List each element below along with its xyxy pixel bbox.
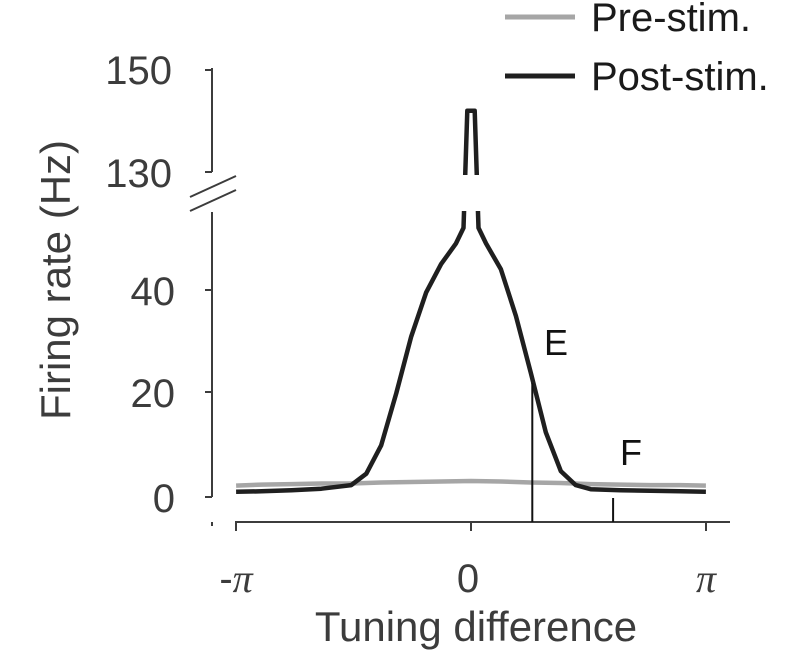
y-tick-label-40: 40 (131, 270, 176, 314)
series-line-pre-stim (236, 478, 706, 488)
y-axis-title: Firing rate (Hz) (32, 140, 79, 420)
x-tick-label-neg-pi: -π (219, 556, 253, 601)
legend-label-post-stim: Post-stim. (591, 55, 769, 99)
x-axis-title: Tuning difference (315, 603, 637, 650)
annotation-label-e: E (544, 322, 568, 363)
series-line-post-stim (236, 108, 706, 495)
axis-break-mark-2 (189, 189, 237, 212)
x-tick-label-pi: π (696, 556, 717, 601)
x-tick-label-zero: 0 (457, 557, 479, 601)
y-tick-label-20: 20 (131, 372, 176, 416)
annotation-label-f: F (620, 432, 642, 473)
axis-break-mark-1 (189, 175, 237, 198)
y-tick-label-130: 130 (105, 152, 172, 196)
legend-label-pre-stim: Pre-stim. (591, 0, 751, 40)
y-tick-label-150: 150 (105, 49, 172, 93)
series-break-gap (440, 175, 510, 211)
y-tick-label-0: 0 (153, 477, 175, 521)
